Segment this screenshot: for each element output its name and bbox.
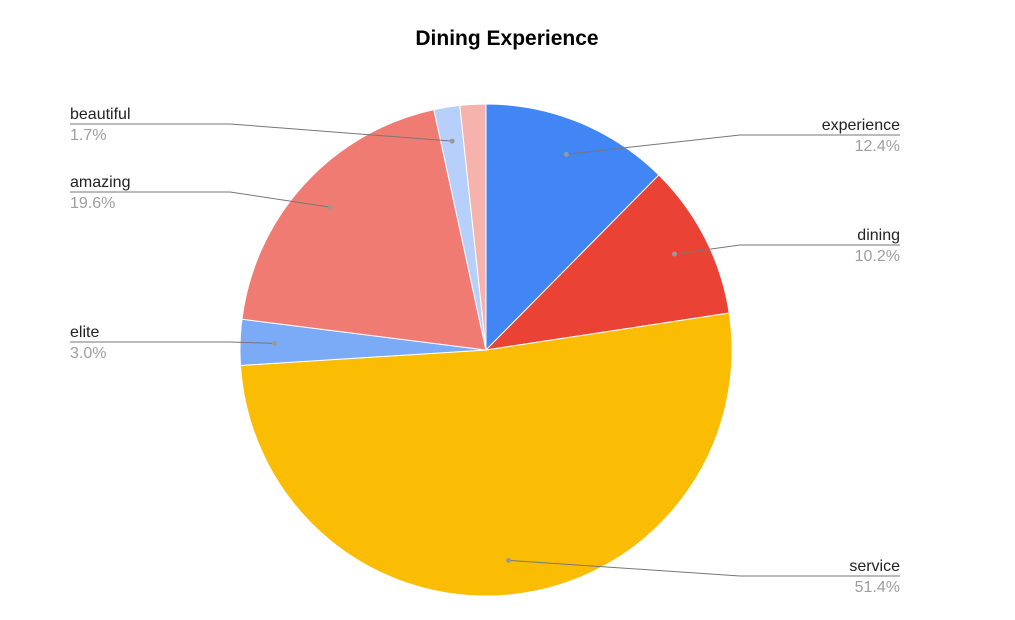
- leader-dot-beautiful: [449, 138, 455, 144]
- slice-labels: experience 12.4% dining 10.2% service 51.4% el…: [70, 106, 900, 596]
- leader-dot-dining: [672, 251, 677, 257]
- leader-dot-experience: [563, 151, 569, 157]
- leader-line-experience: [566, 134, 900, 155]
- slice-label-dining: dining: [857, 227, 900, 244]
- leader-line-amazing: [70, 191, 331, 208]
- slice-label-elite: elite: [70, 324, 99, 341]
- slice-percent-beautiful: 1.7%: [70, 127, 106, 144]
- slice-label-amazing: amazing: [70, 174, 130, 191]
- slice-percent-dining: 10.2%: [855, 248, 900, 265]
- leader-dot-elite: [272, 340, 277, 346]
- leader-dot-service: [506, 557, 512, 563]
- pie-slice-service: [239, 312, 733, 597]
- leader-line-beautiful: [70, 123, 453, 142]
- leader-line-dining: [674, 244, 900, 255]
- slice-label-experience: experience: [822, 117, 900, 134]
- slice-percent-experience: 12.4%: [855, 138, 900, 155]
- pie-slice-unlabeled: [459, 103, 487, 351]
- pie-slices: [239, 103, 733, 597]
- slice-percent-service: 51.4%: [855, 579, 900, 596]
- pie-slice-experience: [485, 103, 660, 352]
- slice-percent-elite: 3.0%: [70, 345, 106, 362]
- slice-percent-amazing: 19.6%: [70, 195, 115, 212]
- pie-slice-amazing: [241, 108, 487, 351]
- slice-label-service: service: [849, 558, 900, 575]
- slice-label-beautiful: beautiful: [70, 106, 131, 123]
- chart-title: Dining Experience: [415, 27, 598, 50]
- pie-slice-dining: [484, 174, 730, 351]
- leader-dot-amazing: [327, 204, 333, 210]
- leader-line-service: [508, 559, 900, 577]
- leader-line-elite: [70, 341, 275, 344]
